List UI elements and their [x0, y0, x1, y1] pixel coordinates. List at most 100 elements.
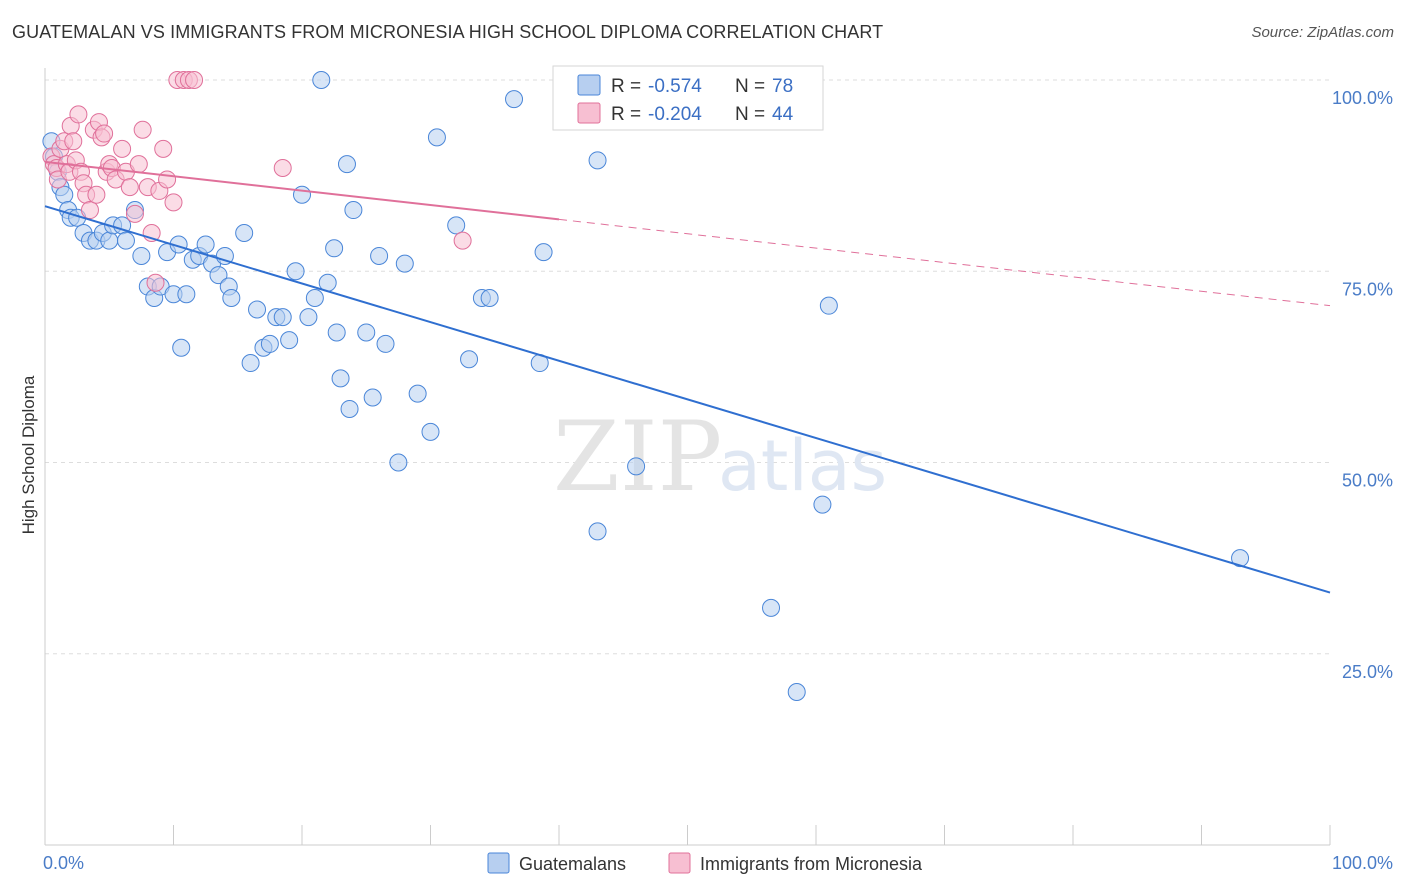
micronesia-point-41: [185, 71, 204, 89]
x-tick-min: 0.0%: [43, 853, 84, 873]
guatemalan-point-53: [344, 201, 363, 220]
guatemalan-point-15: [116, 231, 135, 250]
guatemalan-point-31: [215, 246, 234, 265]
guatemalan-point-12: [100, 231, 119, 250]
guatemalan-point-56: [370, 246, 389, 265]
legend-n-value-2: 44: [772, 104, 794, 125]
guatemalan-point-42: [286, 262, 305, 281]
guatemalan-point-61: [421, 422, 440, 441]
watermark-atlas: atlas: [718, 425, 887, 507]
guatemalan-point-34: [235, 224, 254, 242]
y-tick-label-0: 100.0%: [1332, 88, 1393, 108]
micronesia-point-20: [95, 124, 114, 143]
micronesia-point-30: [133, 120, 152, 139]
micronesia-point-37: [164, 193, 183, 212]
legend-r-label-1: R =: [611, 76, 641, 97]
grid-lines: [45, 79, 1330, 655]
legend-n-value-1: 78: [772, 76, 793, 97]
guatemalan-point-43: [293, 185, 311, 204]
chart-title: GUATEMALAN VS IMMIGRANTS FROM MICRONESIA…: [12, 22, 884, 42]
series-legend: Guatemalans Immigrants from Micronesia: [487, 852, 923, 874]
legend-swatch-blue: [577, 74, 601, 96]
micronesia-point-42: [273, 158, 292, 177]
legend-r-value-2: -0.204: [648, 104, 702, 125]
legend-r-value-1: -0.574: [648, 76, 702, 97]
guatemalan-point-67: [505, 90, 524, 109]
guatemalan-point-33: [222, 289, 241, 308]
legend-n-label-2: N =: [735, 104, 765, 125]
guatemalan-point-76: [819, 296, 838, 315]
guatemalan-point-73: [762, 598, 781, 617]
guatemalan-point-24: [172, 338, 191, 357]
guatemalan-point-50: [331, 369, 350, 388]
series-guatemalans: [42, 71, 1250, 701]
guatemalan-point-77: [1231, 549, 1250, 568]
guatemalan-point-46: [312, 71, 331, 89]
guatemalan-point-62: [427, 128, 446, 147]
guatemalan-point-44: [299, 308, 318, 327]
guatemalan-point-60: [408, 384, 427, 403]
guatemalan-point-72: [627, 457, 646, 476]
guatemalan-point-38: [260, 334, 279, 353]
micronesia-point-29: [129, 155, 148, 174]
micronesia-point-36: [158, 170, 177, 189]
guatemalan-point-35: [241, 354, 260, 373]
micronesia-point-11: [69, 105, 88, 124]
chart-source: Source: ZipAtlas.com: [1251, 24, 1394, 41]
guatemalan-point-52: [340, 399, 359, 418]
micronesia-point-43: [453, 231, 472, 250]
micronesia-point-27: [120, 178, 139, 197]
guatemalan-point-40: [273, 308, 292, 327]
guatemalan-point-25: [177, 285, 196, 304]
y-axis-label: High School Diploma: [19, 375, 38, 534]
legend-r-label-2: R =: [611, 104, 641, 125]
guatemalan-point-75: [813, 495, 832, 514]
guatemalan-point-54: [357, 323, 376, 342]
correlation-legend: R = -0.574 N = 78 R = -0.204 N = 44: [552, 65, 824, 131]
legend-swatch-pink: [577, 102, 601, 124]
micronesia-point-25: [113, 139, 132, 158]
guatemalan-point-66: [480, 289, 499, 308]
guatemalan-point-69: [534, 243, 553, 262]
trend-line-solid-1: [44, 160, 560, 221]
guatemalan-point-55: [363, 388, 382, 407]
y-tick-label-2: 50.0%: [1342, 471, 1393, 491]
y-tick-label-1: 75.0%: [1342, 279, 1393, 299]
guatemalan-point-4: [55, 185, 74, 204]
micronesia-point-35: [154, 139, 173, 158]
trend-line-0: [44, 205, 1331, 594]
guatemalan-point-41: [280, 331, 299, 350]
bottom-legend-label-micronesia: Immigrants from Micronesia: [700, 854, 923, 874]
guatemalan-point-59: [395, 254, 414, 273]
guatemalan-point-36: [248, 300, 267, 319]
micronesia-point-17: [87, 185, 106, 204]
axes: [44, 68, 1331, 846]
guatemalan-point-64: [460, 350, 479, 369]
guatemalan-point-70: [588, 151, 607, 170]
micronesia-point-28: [125, 204, 144, 223]
guatemalan-point-51: [337, 155, 356, 174]
guatemalan-point-58: [389, 453, 408, 472]
guatemalan-point-57: [376, 334, 395, 353]
bottom-legend-swatch-blue: [487, 852, 510, 874]
guatemalan-point-28: [196, 235, 215, 254]
series-micronesia: [42, 71, 472, 292]
guatemalan-point-74: [787, 683, 806, 701]
watermark: ZIP atlas: [553, 401, 887, 513]
guatemalan-point-45: [305, 289, 324, 308]
watermark-zip: ZIP: [553, 401, 722, 513]
guatemalan-point-71: [588, 522, 607, 541]
guatemalan-point-17: [132, 246, 151, 265]
guatemalan-point-49: [327, 323, 346, 342]
bottom-legend-swatch-pink: [668, 852, 691, 874]
legend-n-label-1: N =: [735, 76, 765, 97]
guatemalan-point-30: [209, 266, 228, 285]
micronesia-point-15: [80, 201, 99, 220]
y-tick-labels: 100.0% 75.0% 50.0% 25.0%: [1332, 88, 1393, 682]
x-tick-max: 100.0%: [1332, 853, 1393, 873]
micronesia-point-9: [64, 132, 83, 151]
guatemalan-point-48: [325, 239, 344, 258]
bottom-legend-label-guatemalans: Guatemalans: [519, 854, 626, 874]
y-tick-label-3: 25.0%: [1342, 662, 1393, 682]
